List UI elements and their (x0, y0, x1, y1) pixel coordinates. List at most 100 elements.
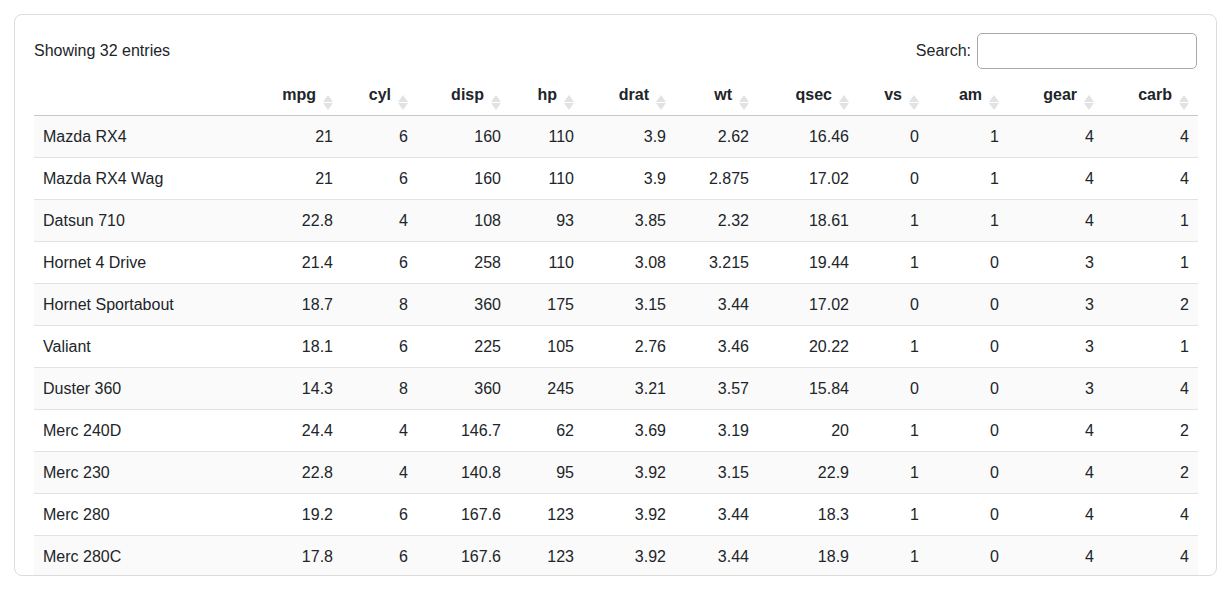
data-cell: 3.92 (583, 452, 675, 494)
data-cell: 1 (1103, 326, 1198, 368)
data-cell: 3.44 (675, 494, 758, 536)
data-cell: 3 (1008, 284, 1103, 326)
column-label: am (959, 86, 982, 103)
data-cell: 6 (342, 536, 417, 577)
table-row[interactable]: Hornet Sportabout18.783601753.153.4417.0… (34, 284, 1198, 326)
column-label: mpg (282, 86, 316, 103)
data-cell: 3.15 (583, 284, 675, 326)
data-cell: 3.92 (583, 494, 675, 536)
data-cell: 105 (510, 326, 583, 368)
data-cell: 18.61 (758, 200, 858, 242)
row-name-cell: Hornet Sportabout (34, 284, 254, 326)
data-cell: 1 (858, 326, 928, 368)
sort-icon (656, 95, 666, 110)
data-cell: 2.32 (675, 200, 758, 242)
data-cell: 3.46 (675, 326, 758, 368)
data-cell: 0 (858, 116, 928, 158)
data-cell: 20 (758, 410, 858, 452)
data-cell: 21 (254, 116, 342, 158)
table-row[interactable]: Merc 240D24.44146.7623.693.19201042 (34, 410, 1198, 452)
showing-entries-text: Showing 32 entries (34, 42, 170, 60)
data-cell: 360 (417, 368, 510, 410)
row-name-cell: Merc 240D (34, 410, 254, 452)
data-cell: 62 (510, 410, 583, 452)
column-header-cyl[interactable]: cyl (342, 77, 417, 116)
column-label: wt (714, 86, 732, 103)
row-name-cell: Duster 360 (34, 368, 254, 410)
data-cell: 17.8 (254, 536, 342, 577)
table-row[interactable]: Merc 23022.84140.8953.923.1522.91042 (34, 452, 1198, 494)
search-input[interactable] (977, 33, 1197, 69)
table-row[interactable]: Duster 36014.383602453.213.5715.840034 (34, 368, 1198, 410)
data-cell: 123 (510, 536, 583, 577)
column-header-hp[interactable]: hp (510, 77, 583, 116)
data-cell: 2.76 (583, 326, 675, 368)
data-cell: 20.22 (758, 326, 858, 368)
data-cell: 6 (342, 494, 417, 536)
column-header-carb[interactable]: carb (1103, 77, 1198, 116)
table-row[interactable]: Hornet 4 Drive21.462581103.083.21519.441… (34, 242, 1198, 284)
data-cell: 8 (342, 368, 417, 410)
data-cell: 0 (928, 368, 1008, 410)
data-cell: 1 (928, 200, 1008, 242)
table-row[interactable]: Datsun 71022.84108933.852.3218.611141 (34, 200, 1198, 242)
column-header-disp[interactable]: disp (417, 77, 510, 116)
row-name-cell: Datsun 710 (34, 200, 254, 242)
table-row[interactable]: Valiant18.162251052.763.4620.221031 (34, 326, 1198, 368)
data-cell: 4 (342, 200, 417, 242)
table-row[interactable]: Merc 280C17.86167.61233.923.4418.91044 (34, 536, 1198, 577)
column-label: gear (1043, 86, 1077, 103)
column-header-qsec[interactable]: qsec (758, 77, 858, 116)
data-cell: 93 (510, 200, 583, 242)
table-row[interactable]: Mazda RX42161601103.92.6216.460144 (34, 116, 1198, 158)
column-header-gear[interactable]: gear (1008, 77, 1103, 116)
data-cell: 95 (510, 452, 583, 494)
sort-icon (1179, 95, 1189, 110)
data-cell: 2.875 (675, 158, 758, 200)
data-cell: 22.8 (254, 200, 342, 242)
data-cell: 108 (417, 200, 510, 242)
data-cell: 1 (858, 536, 928, 577)
column-header-vs[interactable]: vs (858, 77, 928, 116)
data-cell: 1 (858, 242, 928, 284)
data-cell: 4 (1008, 494, 1103, 536)
data-cell: 3 (1008, 326, 1103, 368)
search-label: Search: (916, 42, 971, 60)
data-cell: 22.8 (254, 452, 342, 494)
data-cell: 0 (928, 452, 1008, 494)
data-cell: 0 (928, 494, 1008, 536)
column-header-am[interactable]: am (928, 77, 1008, 116)
data-cell: 0 (858, 284, 928, 326)
data-cell: 167.6 (417, 536, 510, 577)
column-header-mpg[interactable]: mpg (254, 77, 342, 116)
data-cell: 258 (417, 242, 510, 284)
data-cell: 17.02 (758, 158, 858, 200)
data-cell: 1 (928, 116, 1008, 158)
data-cell: 3.44 (675, 284, 758, 326)
data-cell: 1 (928, 158, 1008, 200)
table-row[interactable]: Merc 28019.26167.61233.923.4418.31044 (34, 494, 1198, 536)
sort-icon (1084, 95, 1094, 110)
table-row[interactable]: Mazda RX4 Wag2161601103.92.87517.020144 (34, 158, 1198, 200)
data-cell: 3.08 (583, 242, 675, 284)
sort-icon (989, 95, 999, 110)
data-cell: 140.8 (417, 452, 510, 494)
data-cell: 17.02 (758, 284, 858, 326)
data-cell: 1 (1103, 242, 1198, 284)
data-cell: 21 (254, 158, 342, 200)
data-cell: 123 (510, 494, 583, 536)
data-cell: 4 (1103, 494, 1198, 536)
data-cell: 3 (1008, 242, 1103, 284)
column-header-drat[interactable]: drat (583, 77, 675, 116)
table-header: mpg cyl disp hpdrat wt qsec vs am gear carb (34, 77, 1198, 116)
column-label: vs (884, 86, 902, 103)
row-name-cell: Merc 230 (34, 452, 254, 494)
data-cell: 1 (1103, 200, 1198, 242)
data-cell: 6 (342, 326, 417, 368)
data-cell: 21.4 (254, 242, 342, 284)
column-label: disp (451, 86, 484, 103)
column-header-wt[interactable]: wt (675, 77, 758, 116)
data-cell: 2.62 (675, 116, 758, 158)
data-cell: 167.6 (417, 494, 510, 536)
data-cell: 1 (858, 494, 928, 536)
